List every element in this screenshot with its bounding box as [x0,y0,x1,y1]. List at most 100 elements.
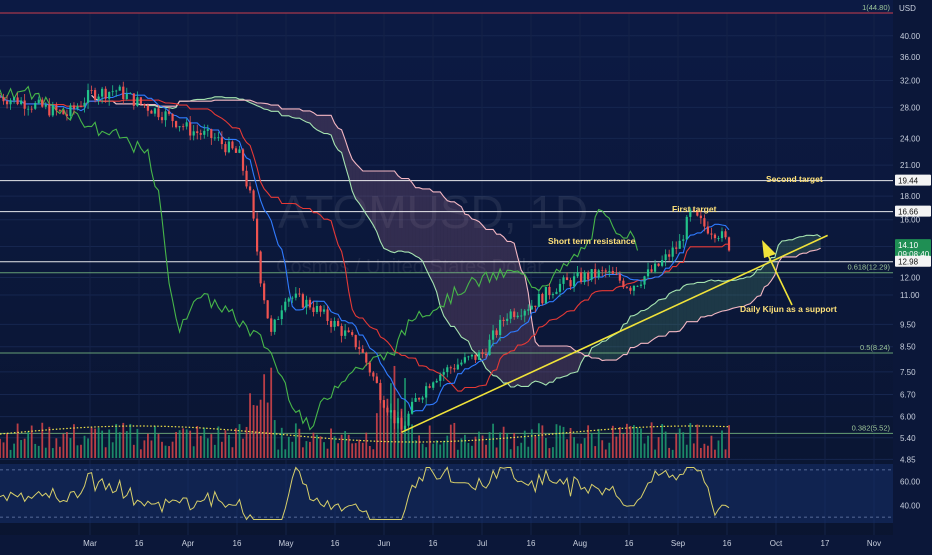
volume-bar [404,378,406,458]
cloud-segment [504,237,508,383]
candle-body [457,365,459,370]
volume-bar [98,428,100,458]
volume-bar [661,424,663,458]
volume-bar [302,447,304,458]
candle-body [429,386,431,388]
candle-body [665,254,667,260]
volume-bar [439,445,441,458]
volume-bar [637,427,639,458]
cloud-segment [493,229,497,376]
volume-bar [263,374,265,458]
price-tick-label: 28.00 [900,103,921,112]
price-tick-label: 11.00 [900,291,920,300]
price-tick-label: 18.00 [900,192,921,201]
volume-bar [640,429,642,458]
price-tick-label: 7.50 [900,368,916,377]
volume-bar [291,442,293,458]
volume-bar [320,436,322,458]
time-tick-label: Oct [770,539,783,548]
cloud-segment [412,183,416,256]
candle-body [376,377,378,383]
candle-body [686,217,688,239]
candle-body [517,316,519,317]
price-tag-label: 16.66 [898,208,919,217]
volume-bar [492,424,494,458]
cloud-segment [292,109,296,118]
volume-bar [566,439,568,458]
candle-body [73,105,75,108]
candle-body [94,90,96,100]
candle-body [267,300,269,318]
volume-bar [115,424,117,458]
candle-body [562,277,564,284]
candle-body [643,276,645,284]
candle-body [140,97,142,104]
volume-bar [158,434,160,458]
cloud-segment [426,189,430,277]
candle-body [59,110,61,111]
cloud-segment [282,109,286,116]
cloud-segment [405,179,409,253]
candle-body [485,354,487,355]
candle-body [98,97,100,100]
cloud-segment [680,286,684,331]
candle-body [446,367,448,372]
candle-body [422,398,424,400]
candle-body [464,357,466,362]
candle-body [605,270,607,271]
price-axis[interactable]: USD 40.0036.0032.0028.0024.0021.0018.001… [893,0,932,550]
volume-bar [615,437,617,458]
volume-bar [27,432,29,458]
candle-body [510,311,512,318]
volume-bar [91,428,93,458]
candle-body [175,121,177,127]
price-tag-label: 14.10 [898,241,919,250]
candle-body [196,131,198,133]
cloud-segment [645,309,649,344]
cloud-segment [704,281,708,317]
volume-bar [573,437,575,458]
candle-body [383,400,385,408]
cloud-segment [676,290,680,331]
volume-bar [506,433,508,458]
daily-kijun-support-label: Daily Kijun as a support [740,304,837,314]
volume-bar [55,438,57,458]
volume-bar [168,446,170,458]
candle-body [682,239,684,240]
volume-bar [270,368,272,458]
volume-bar [316,435,318,458]
volume-bar [242,439,244,458]
candle-body [400,418,402,430]
volume-bar [478,432,480,458]
candle-body [119,87,121,91]
cloud-segment [296,109,300,118]
volume-bar [457,450,459,458]
candle-body [478,352,480,360]
time-tick-label: Apr [182,539,195,548]
volume-bar [284,449,286,458]
candle-body [594,269,596,277]
volume-bar [496,447,498,458]
cloud-segment [419,188,423,261]
volume-bar [277,450,279,458]
candle-body [538,294,540,307]
candle-body [256,219,258,252]
cloud-segment [539,346,543,383]
time-tick-label: Jul [477,539,487,548]
cloud-segment [641,310,645,343]
candle-body [143,104,145,106]
candle-body [238,149,240,152]
cloud-segment [747,277,751,305]
candle-body [717,238,719,239]
candle-body [474,355,476,360]
candle-body [45,105,47,107]
candle-body [443,372,445,375]
volume-bar [668,448,670,458]
volume-bar [545,438,547,458]
candle-body [87,90,89,103]
candle-body [168,111,170,114]
candle-body [66,114,68,116]
